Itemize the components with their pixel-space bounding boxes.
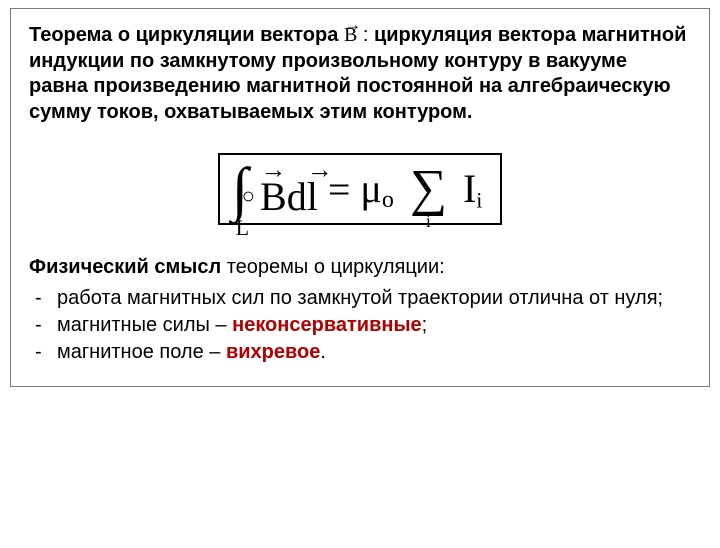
integral-lower: L — [236, 217, 249, 239]
diff-d: d — [287, 174, 307, 219]
list-item: магнитное поле – вихревое. — [57, 339, 691, 366]
meaning-list: работа магнитных сил по замкнутой траект… — [29, 285, 691, 366]
list-item: магнитные силы – неконсервативные; — [57, 312, 691, 339]
item-text: работа магнитных сил по замкнутой траект… — [57, 287, 663, 309]
item-tail: ; — [422, 314, 428, 336]
item-tail: . — [320, 341, 326, 363]
mu-sub: o — [382, 187, 394, 213]
theorem-paragraph: Теорема о циркуляции вектора → В : цирку… — [29, 23, 691, 125]
item-accent: вихревое — [226, 341, 320, 363]
theorem-lead: Теорема о циркуляции вектора — [29, 24, 338, 46]
item-accent: неконсервативные — [232, 314, 422, 336]
vector-l: → l — [307, 163, 318, 217]
mu-term: μo — [360, 169, 393, 212]
meaning-lead-bold: Физический смысл — [29, 256, 221, 278]
circulation-formula: ∫ ○ L → B d → l = μo ∑ i — [218, 153, 503, 225]
integral-loop-icon: ○ — [242, 185, 255, 207]
integrand: → B d → l — [260, 163, 318, 217]
meaning-lead-rest: теоремы о циркуляции: — [221, 256, 445, 278]
I-sub: i — [476, 188, 482, 213]
arrow-icon: → — [260, 157, 287, 183]
sum-sign: ∑ i — [410, 168, 447, 212]
closed-integral: ∫ ○ L — [232, 165, 248, 216]
list-item: работа магнитных сил по замкнутой траект… — [57, 285, 691, 312]
vector-B-inline: → В — [344, 23, 357, 49]
meaning-lead: Физический смысл теоремы о циркуляции: — [29, 255, 691, 281]
vector-B: → B — [260, 163, 287, 217]
item-text: магнитные силы – — [57, 314, 232, 336]
arrow-icon: → — [344, 14, 361, 36]
arrow-icon: → — [307, 157, 318, 183]
item-text: магнитное поле – — [57, 341, 226, 363]
I-letter: I — [463, 166, 476, 211]
formula-region: ∫ ○ L → B d → l = μo ∑ i — [29, 153, 691, 225]
sigma-icon: ∑ — [410, 160, 447, 217]
sum-lower: i — [410, 212, 447, 230]
mu: μ — [360, 166, 381, 211]
content-frame: Теорема о циркуляции вектора → В : цирку… — [10, 8, 710, 387]
current-term: Ii — [463, 169, 482, 212]
